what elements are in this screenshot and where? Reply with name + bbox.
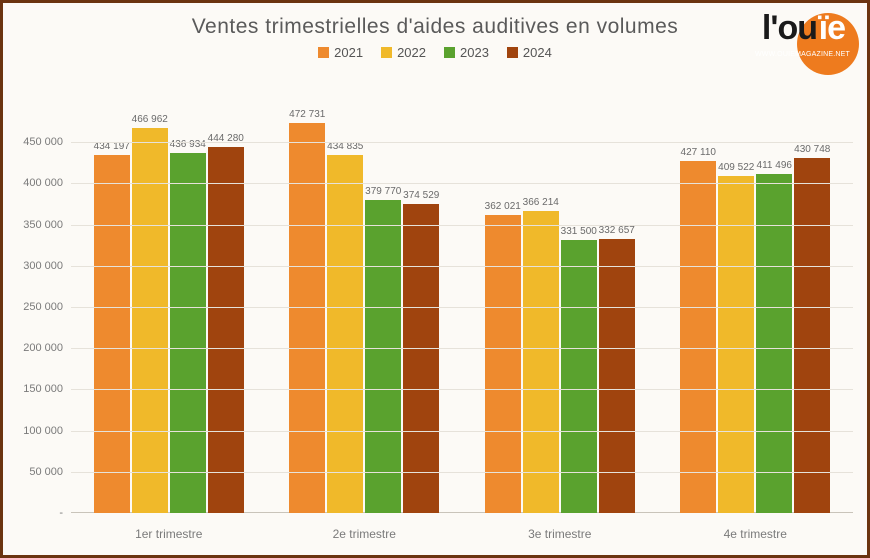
legend-item: 2021 <box>318 45 363 60</box>
plot-area: 434 197466 962436 934444 2801er trimestr… <box>71 101 853 513</box>
bar-value-label: 436 934 <box>170 139 206 153</box>
x-tick-label: 4e trimestre <box>658 513 854 541</box>
legend-item: 2023 <box>444 45 489 60</box>
bar-value-label: 411 496 <box>757 160 792 174</box>
y-tick-label: 150 000 <box>23 383 71 395</box>
x-tick-label: 1er trimestre <box>71 513 267 541</box>
legend-swatch-icon <box>381 47 392 58</box>
legend-label: 2024 <box>523 45 552 60</box>
legend-label: 2023 <box>460 45 489 60</box>
x-tick-label: 3e trimestre <box>462 513 658 541</box>
y-tick-label: 50 000 <box>29 466 71 478</box>
legend-item: 2022 <box>381 45 426 60</box>
legend-label: 2021 <box>334 45 363 60</box>
y-tick-label: 350 000 <box>23 219 71 231</box>
bar-value-label: 472 731 <box>289 109 325 123</box>
grid-line <box>71 142 853 143</box>
legend-swatch-icon <box>318 47 329 58</box>
y-tick-label: 300 000 <box>23 260 71 272</box>
bar: 374 529 <box>403 204 439 513</box>
y-tick-label: 400 000 <box>23 177 71 189</box>
legend-swatch-icon <box>444 47 455 58</box>
y-tick-label: 100 000 <box>23 425 71 437</box>
legend: 2021 2022 2023 2024 <box>3 45 867 60</box>
y-tick-label: 200 000 <box>23 342 71 354</box>
grid-line <box>71 307 853 308</box>
legend-swatch-icon <box>507 47 518 58</box>
legend-item: 2024 <box>507 45 552 60</box>
bar-value-label: 409 522 <box>718 162 754 176</box>
chart-frame: Ventes trimestrielles d'aides auditives … <box>0 0 870 558</box>
bar: 472 731 <box>289 123 325 513</box>
bar-value-label: 332 657 <box>599 225 635 239</box>
grid-line <box>71 389 853 390</box>
bar: 434 835 <box>327 155 363 513</box>
legend-label: 2022 <box>397 45 426 60</box>
bar: 430 748 <box>794 158 830 513</box>
bar-value-label: 444 280 <box>208 133 244 147</box>
bar: 427 110 <box>680 161 716 513</box>
grid-line <box>71 183 853 184</box>
bar: 379 770 <box>365 200 401 513</box>
bar: 436 934 <box>170 153 206 513</box>
y-tick-label: 250 000 <box>23 301 71 313</box>
bar-value-label: 427 110 <box>681 147 716 161</box>
bar: 366 214 <box>523 211 559 513</box>
bar: 466 962 <box>132 128 168 513</box>
chart-title: Ventes trimestrielles d'aides auditives … <box>3 3 867 39</box>
bar: 362 021 <box>485 215 521 513</box>
bar-value-label: 362 021 <box>485 201 521 215</box>
bar-value-label: 466 962 <box>132 114 168 128</box>
grid-line <box>71 266 853 267</box>
bar: 409 522 <box>718 176 754 513</box>
grid-line <box>71 472 853 473</box>
bar-value-label: 331 500 <box>561 226 597 240</box>
grid-line <box>71 348 853 349</box>
grid-line <box>71 431 853 432</box>
y-tick-label: 450 000 <box>23 136 71 148</box>
bar-value-label: 434 197 <box>94 141 130 155</box>
bar: 434 197 <box>94 155 130 513</box>
y-tick-label: - <box>59 507 71 519</box>
bar: 444 280 <box>208 147 244 513</box>
grid-line <box>71 225 853 226</box>
bar-value-label: 379 770 <box>365 186 401 200</box>
bar-value-label: 366 214 <box>523 197 559 211</box>
bar-value-label: 430 748 <box>794 144 830 158</box>
x-tick-label: 2e trimestre <box>267 513 463 541</box>
bar-value-label: 374 529 <box>403 190 439 204</box>
